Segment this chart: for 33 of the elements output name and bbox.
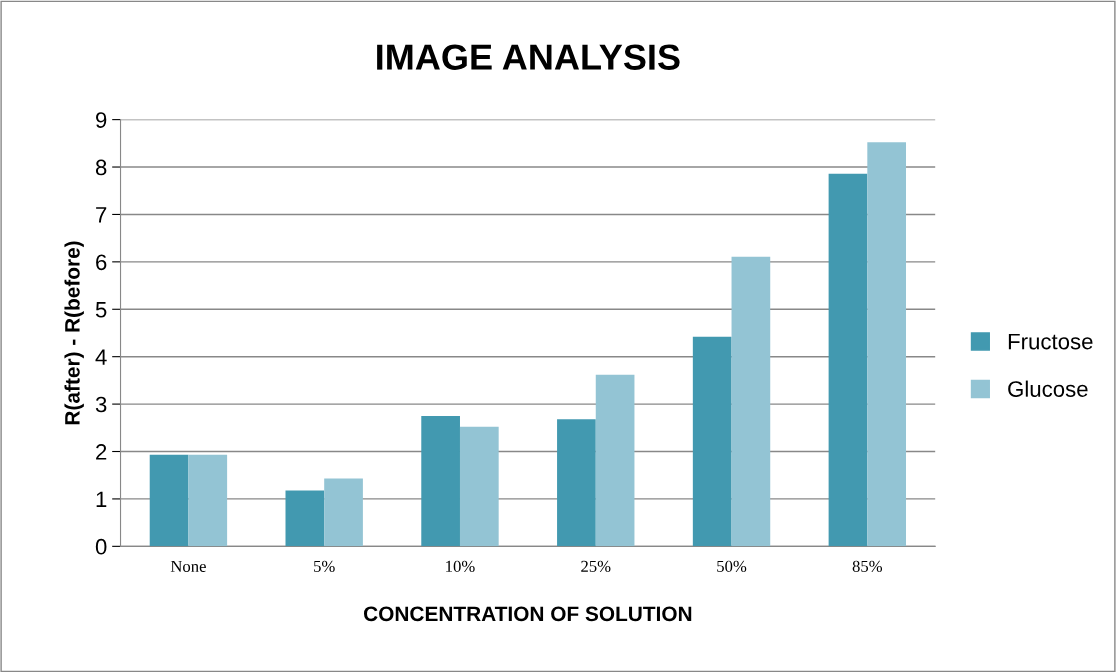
bar [828,173,868,547]
bar [867,142,907,547]
chart-title: IMAGE ANALYSIS [377,44,680,70]
x-tick-label: None [170,560,206,572]
bar [595,374,635,547]
bar [188,454,228,547]
x-axis-title: CONCENTRATION OF SOLUTION [363,606,692,622]
x-tick-label: 5% [314,560,335,573]
x-tick-label: 10% [446,560,475,573]
bar [149,454,189,547]
x-tick-label: 25% [581,560,611,573]
y-tick-label: 7 [96,207,107,223]
bar [285,490,325,547]
bar [557,419,596,547]
y-tick-label: 5 [95,302,107,318]
y-tick-label: 6 [96,254,107,271]
y-tick-label: 1 [96,491,107,507]
bar [731,256,771,547]
legend-label: Glucose [1008,380,1088,397]
y-tick-label: 3 [95,396,107,413]
x-tick-label: 50% [717,560,747,573]
legend-label: Fructose [1008,333,1093,350]
y-axis-title: R(after) - R(before) [64,241,84,425]
y-tick-label: 2 [96,444,107,460]
bar [421,415,460,547]
bar [324,478,363,547]
bar [459,426,499,547]
x-tick-label: 85% [852,560,883,573]
y-tick-label: 8 [95,159,107,176]
y-tick-label: 0 [95,538,107,555]
bar [692,336,732,547]
y-tick-label: 9 [96,112,107,128]
y-tick-label: 4 [95,349,107,365]
